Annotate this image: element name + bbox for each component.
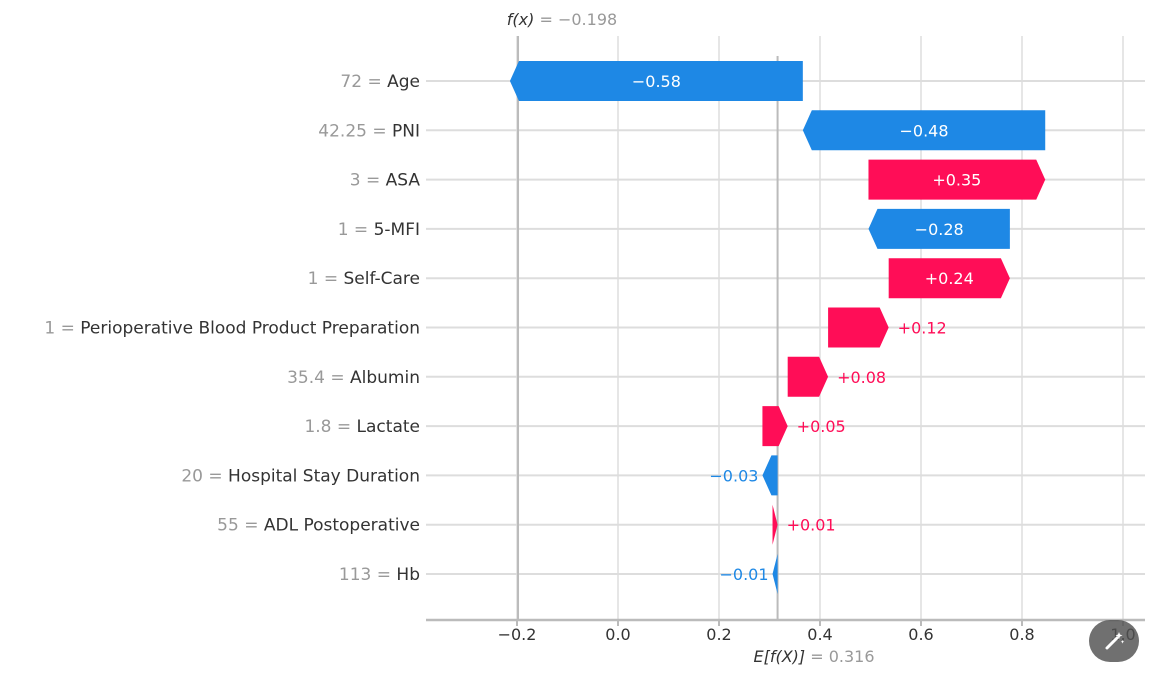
x-tick-label: −0.2 bbox=[498, 625, 537, 644]
base-eq: = bbox=[805, 647, 829, 666]
positive-contribution-bar bbox=[828, 307, 889, 348]
x-tick-label: 0.2 bbox=[706, 625, 731, 644]
feature-label: 72 = Age bbox=[340, 72, 420, 92]
feature-value: 72 = bbox=[340, 72, 387, 92]
feature-label: 1 = Perioperative Blood Product Preparat… bbox=[44, 319, 420, 339]
x-tick-label: 0.4 bbox=[807, 625, 832, 644]
contribution-label: −0.58 bbox=[632, 72, 681, 91]
base-value-annotation: E[f(X)] = 0.316 bbox=[753, 647, 874, 666]
positive-contribution-bar bbox=[787, 356, 829, 397]
feature-name: PNI bbox=[392, 121, 420, 141]
feature-value: 1.8 = bbox=[304, 417, 356, 437]
feature-value: 1 = bbox=[308, 269, 344, 289]
feature-name: 5-MFI bbox=[374, 220, 420, 240]
feature-name: Hb bbox=[396, 565, 420, 585]
feature-label: 55 = ADL Postoperative bbox=[217, 516, 420, 536]
contribution-label: +0.12 bbox=[898, 319, 947, 338]
feature-name: ADL Postoperative bbox=[264, 516, 420, 536]
feature-label: 1.8 = Lactate bbox=[304, 417, 420, 437]
x-axis: −0.20.00.20.40.60.81.0 bbox=[426, 618, 1145, 644]
contribution-label: −0.28 bbox=[915, 220, 964, 239]
negative-contribution-bar bbox=[509, 61, 803, 101]
feature-value: 55 = bbox=[217, 516, 264, 536]
contribution-label: +0.05 bbox=[797, 417, 846, 436]
output-value-annotation: f(x) = −0.198 bbox=[507, 10, 617, 29]
x-tick-label: 0.8 bbox=[1009, 625, 1034, 644]
positive-contribution-bar bbox=[868, 159, 1046, 200]
edit-button[interactable] bbox=[1089, 620, 1139, 662]
contribution-label: −0.03 bbox=[709, 466, 758, 485]
feature-label: 42.25 = PNI bbox=[318, 121, 420, 141]
feature-value: 20 = bbox=[181, 466, 228, 486]
positive-contribution-bar bbox=[772, 504, 778, 545]
contribution-label: +0.08 bbox=[837, 368, 886, 387]
feature-name: Albumin bbox=[350, 368, 420, 388]
feature-label: 3 = ASA bbox=[350, 171, 421, 191]
negative-contribution-bar bbox=[772, 554, 778, 594]
feature-name: ASA bbox=[386, 171, 421, 191]
feature-label: 1 = 5-MFI bbox=[338, 220, 420, 240]
positive-contribution-bar bbox=[762, 406, 788, 447]
magic-wand-icon bbox=[1105, 632, 1125, 650]
output-eq: = bbox=[534, 10, 558, 29]
feature-value: 1 = bbox=[338, 220, 374, 240]
feature-name: Self-Care bbox=[343, 269, 420, 289]
feature-label: 35.4 = Albumin bbox=[287, 368, 420, 388]
feature-value: 1 = bbox=[44, 319, 80, 339]
x-tick-label: 0.0 bbox=[605, 625, 630, 644]
negative-contribution-bar bbox=[802, 110, 1046, 151]
feature-name: Lactate bbox=[357, 417, 420, 437]
feature-label: 20 = Hospital Stay Duration bbox=[181, 466, 420, 486]
contribution-label: +0.01 bbox=[787, 516, 836, 535]
positive-contribution-bar bbox=[888, 258, 1010, 299]
grid-lines bbox=[426, 36, 1145, 620]
contribution-bars: −0.58 −0.48 +0.35 −0.28 +0.24 +0.12 +0.08 +0.05… bbox=[509, 61, 1046, 594]
feature-value: 3 = bbox=[350, 171, 386, 191]
contribution-label: +0.35 bbox=[932, 171, 981, 190]
negative-contribution-bar bbox=[762, 455, 778, 496]
output-value: −0.198 bbox=[558, 10, 617, 29]
contribution-label: −0.01 bbox=[719, 565, 768, 584]
feature-value: 113 = bbox=[339, 565, 397, 585]
feature-name: Age bbox=[387, 72, 420, 92]
base-fn-label: E[f(X)] bbox=[753, 647, 805, 666]
x-tick-label: 0.6 bbox=[908, 625, 933, 644]
feature-label: 1 = Self-Care bbox=[308, 269, 420, 289]
reference-lines bbox=[517, 36, 779, 620]
base-value: 0.316 bbox=[829, 647, 875, 666]
negative-contribution-bar bbox=[868, 208, 1010, 249]
feature-name: Hospital Stay Duration bbox=[228, 466, 420, 486]
feature-name: Perioperative Blood Product Preparation bbox=[80, 319, 420, 339]
contribution-label: +0.24 bbox=[925, 269, 974, 288]
feature-value: 35.4 = bbox=[287, 368, 350, 388]
output-fn-label: f(x) bbox=[507, 10, 535, 29]
feature-value: 42.25 = bbox=[318, 121, 392, 141]
feature-label: 113 = Hb bbox=[339, 565, 420, 585]
contribution-label: −0.48 bbox=[900, 121, 949, 140]
